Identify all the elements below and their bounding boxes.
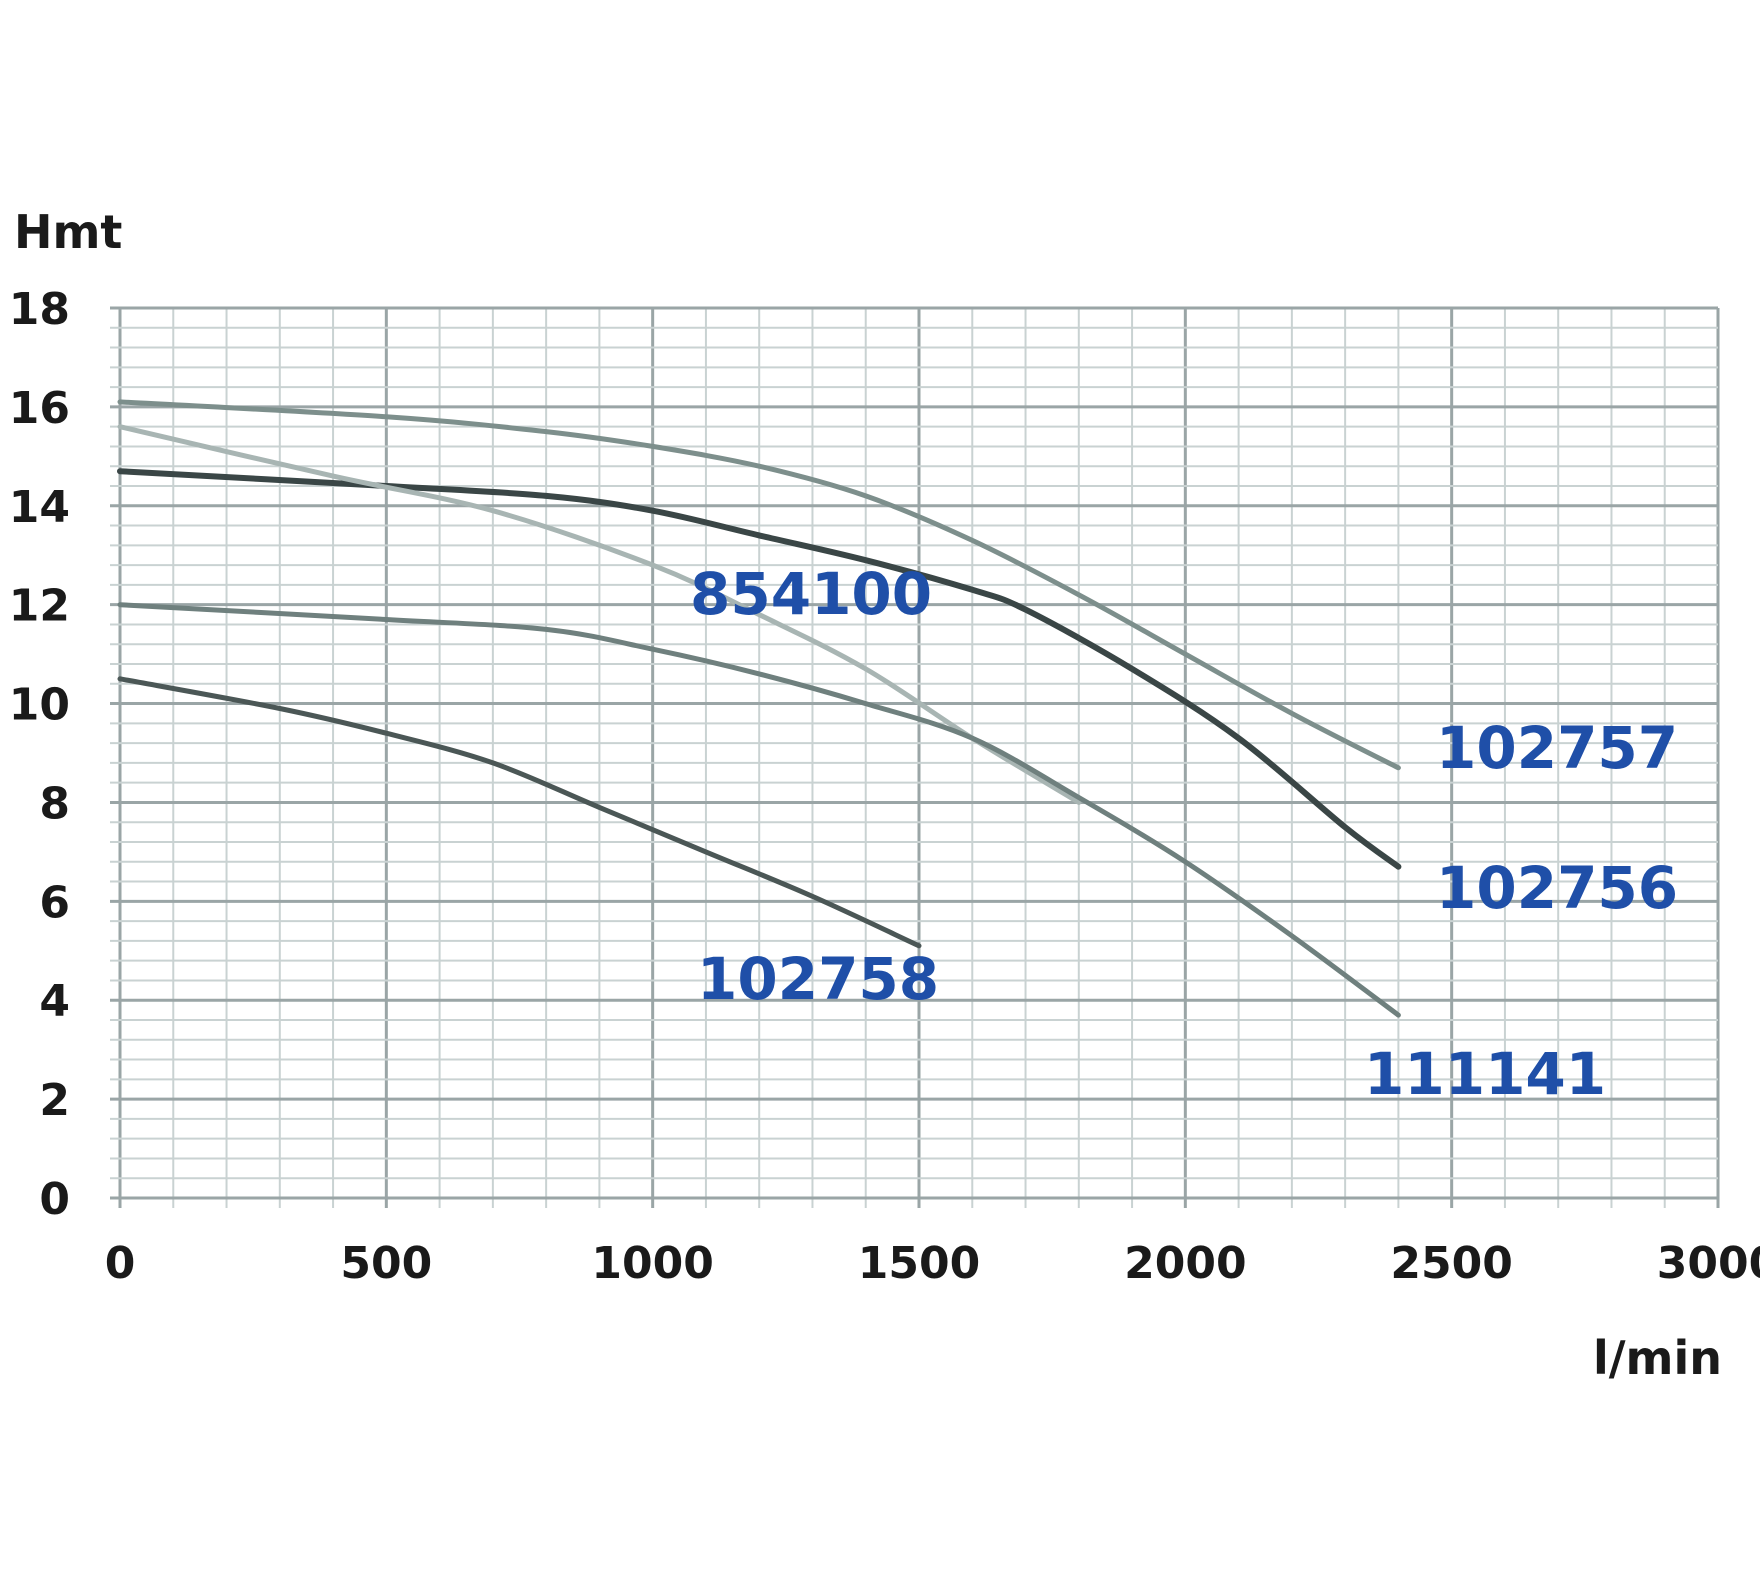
y-tick-label: 12 [9,581,70,632]
y-tick-label: 10 [9,680,70,731]
series-label-102757: 102757 [1436,714,1678,782]
series-label-854100: 854100 [690,560,932,628]
series-line-102757 [117,399,1401,771]
x-tick-label: 500 [340,1238,432,1289]
x-tick-label: 0 [105,1238,136,1289]
series-label-102756: 102756 [1436,854,1678,922]
y-tick-label: 14 [9,482,70,533]
series-line-854100 [117,424,1082,805]
series-labels: 102757 102756 854100 111141 102758 [690,560,1678,1108]
y-tick-label: 2 [39,1075,70,1126]
y-tick-label: 18 [9,284,70,335]
x-tick-label: 2000 [1124,1238,1246,1289]
series-lines [117,399,1402,1018]
y-axis-title: Hmt [14,205,122,259]
series-label-111141: 111141 [1364,1040,1606,1108]
x-tick-label: 2500 [1390,1238,1512,1289]
y-tick-label: 8 [39,778,70,829]
series-line-111141 [117,602,1401,1018]
x-axis-title: l/min [1593,1331,1722,1385]
y-axis: 0 2 4 6 8 10 12 14 16 18 [9,284,70,1225]
y-tick-label: 16 [9,383,70,434]
x-tick-label: 1500 [858,1238,980,1289]
series-line-102758 [117,676,922,949]
series-line-102756 [117,468,1402,870]
y-tick-label: 6 [39,877,70,928]
x-tick-label: 1000 [591,1238,713,1289]
series-label-102758: 102758 [697,945,939,1013]
y-tick-label: 4 [39,976,70,1027]
y-tick-label: 0 [39,1174,70,1225]
